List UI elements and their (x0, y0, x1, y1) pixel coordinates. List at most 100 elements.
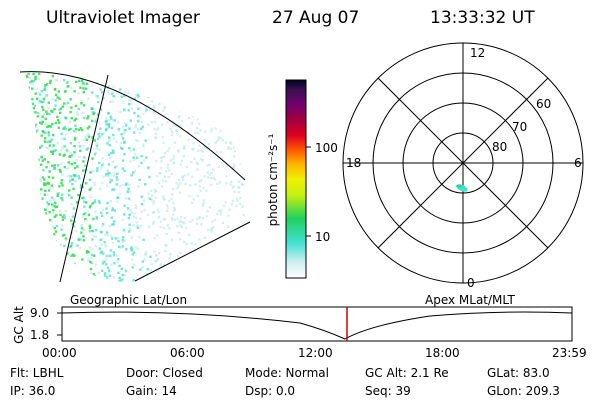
aurora-pixel (212, 94, 216, 97)
aurora-pixel (34, 239, 37, 242)
aurora-pixel (244, 184, 245, 187)
aurora-pixel (37, 182, 40, 185)
aurora-pixel (69, 154, 72, 158)
aurora-pixel (144, 139, 147, 142)
aurora-pixel (228, 208, 231, 211)
aurora-pixel (38, 192, 41, 195)
aurora-pixel (81, 258, 84, 261)
aurora-pixel (106, 266, 110, 270)
aurora-pixel (69, 151, 72, 154)
aurora-pixel (53, 253, 57, 256)
aurora-pixel (123, 108, 126, 112)
aurora-pixel (117, 236, 120, 239)
aurora-pixel (26, 121, 29, 124)
aurora-pixel (79, 149, 82, 153)
aurora-pixel (60, 181, 63, 185)
aurora-pixel (148, 78, 151, 81)
aurora-pixel (165, 271, 168, 275)
aurora-pixel (70, 267, 73, 270)
aurora-pixel (193, 157, 196, 160)
aurora-pixel (108, 139, 111, 143)
aurora-pixel (115, 183, 118, 186)
aurora-pixel (63, 102, 66, 105)
aurora-pixel (34, 162, 37, 165)
aurora-pixel (70, 86, 73, 90)
aurora-pixel (101, 222, 105, 226)
aurora-pixel (217, 136, 220, 139)
aurora-pixel (192, 109, 196, 112)
aurora-pixel (162, 141, 165, 144)
aurora-pixel (199, 85, 203, 88)
aurora-pixel (36, 181, 39, 184)
aurora-pixel (148, 175, 151, 179)
aurora-pixel (122, 228, 125, 232)
aurora-pixel (210, 171, 213, 175)
aurora-pixel (45, 271, 48, 275)
aurora-pixel (48, 247, 51, 250)
aurora-pixel (144, 183, 147, 186)
aurora-pixel (42, 97, 45, 101)
aurora-pixel (182, 240, 186, 244)
aurora-pixel (66, 252, 69, 255)
aurora-pixel (203, 146, 206, 149)
aurora-pixel (98, 78, 102, 81)
aurora-pixel (95, 118, 98, 121)
aurora-pixel (209, 183, 213, 187)
aurora-pixel (113, 262, 116, 265)
aurora-pixel (98, 148, 101, 151)
aurora-pixel (83, 164, 87, 167)
aurora-pixel (139, 115, 142, 118)
aurora-pixel (123, 169, 126, 172)
aurora-pixel (32, 191, 35, 194)
aurora-pixel (146, 272, 149, 275)
aurora-pixel (239, 197, 242, 200)
aurora-pixel (67, 276, 70, 279)
aurora-pixel (36, 96, 39, 99)
aurora-pixel (137, 119, 141, 123)
aurora-pixel (27, 137, 30, 140)
aurora-pixel (165, 204, 169, 207)
aurora-pixel (198, 144, 201, 147)
aurora-pixel (105, 211, 109, 215)
aurora-pixel (96, 143, 100, 146)
aurora-pixel (25, 181, 29, 184)
aurora-pixel (121, 125, 125, 128)
aurora-pixel (96, 167, 99, 170)
aurora-pixel (222, 127, 225, 130)
aurora-pixel (218, 209, 221, 212)
aurora-pixel (83, 200, 86, 203)
aurora-pixel (45, 166, 48, 169)
aurora-pixel (190, 242, 194, 245)
aurora-pixel (71, 272, 74, 275)
limb-line (134, 221, 251, 282)
aurora-pixel (45, 110, 48, 113)
aurora-pixel (29, 197, 32, 200)
aurora-pixel (118, 192, 121, 196)
aurora-pixel (161, 270, 164, 274)
aurora-pixel (127, 91, 130, 95)
aurora-pixel (44, 140, 47, 143)
aurora-pixel (172, 162, 176, 165)
aurora-pixel (230, 180, 233, 184)
aurora-pixel (136, 93, 139, 97)
aurora-pixel (102, 162, 105, 165)
aurora-pixel (27, 131, 30, 134)
aurora-pixel (107, 92, 110, 95)
aurora-pixel (65, 167, 68, 171)
aurora-pixel (165, 74, 169, 77)
aurora-pixel (120, 267, 123, 270)
earth-image (19, 71, 251, 283)
aurora-pixel (48, 243, 52, 246)
aurora-pixel (123, 213, 126, 216)
aurora-pixel (176, 254, 180, 258)
aurora-pixel (183, 145, 186, 148)
aurora-pixel (138, 79, 142, 82)
aurora-pixel (115, 179, 118, 182)
aurora-pixel (219, 98, 222, 101)
aurora-pixel (151, 110, 154, 113)
aurora-pixel (140, 210, 143, 213)
aurora-pixel (132, 224, 135, 227)
aurora-pixel (84, 182, 88, 185)
aurora-pixel (152, 202, 155, 205)
